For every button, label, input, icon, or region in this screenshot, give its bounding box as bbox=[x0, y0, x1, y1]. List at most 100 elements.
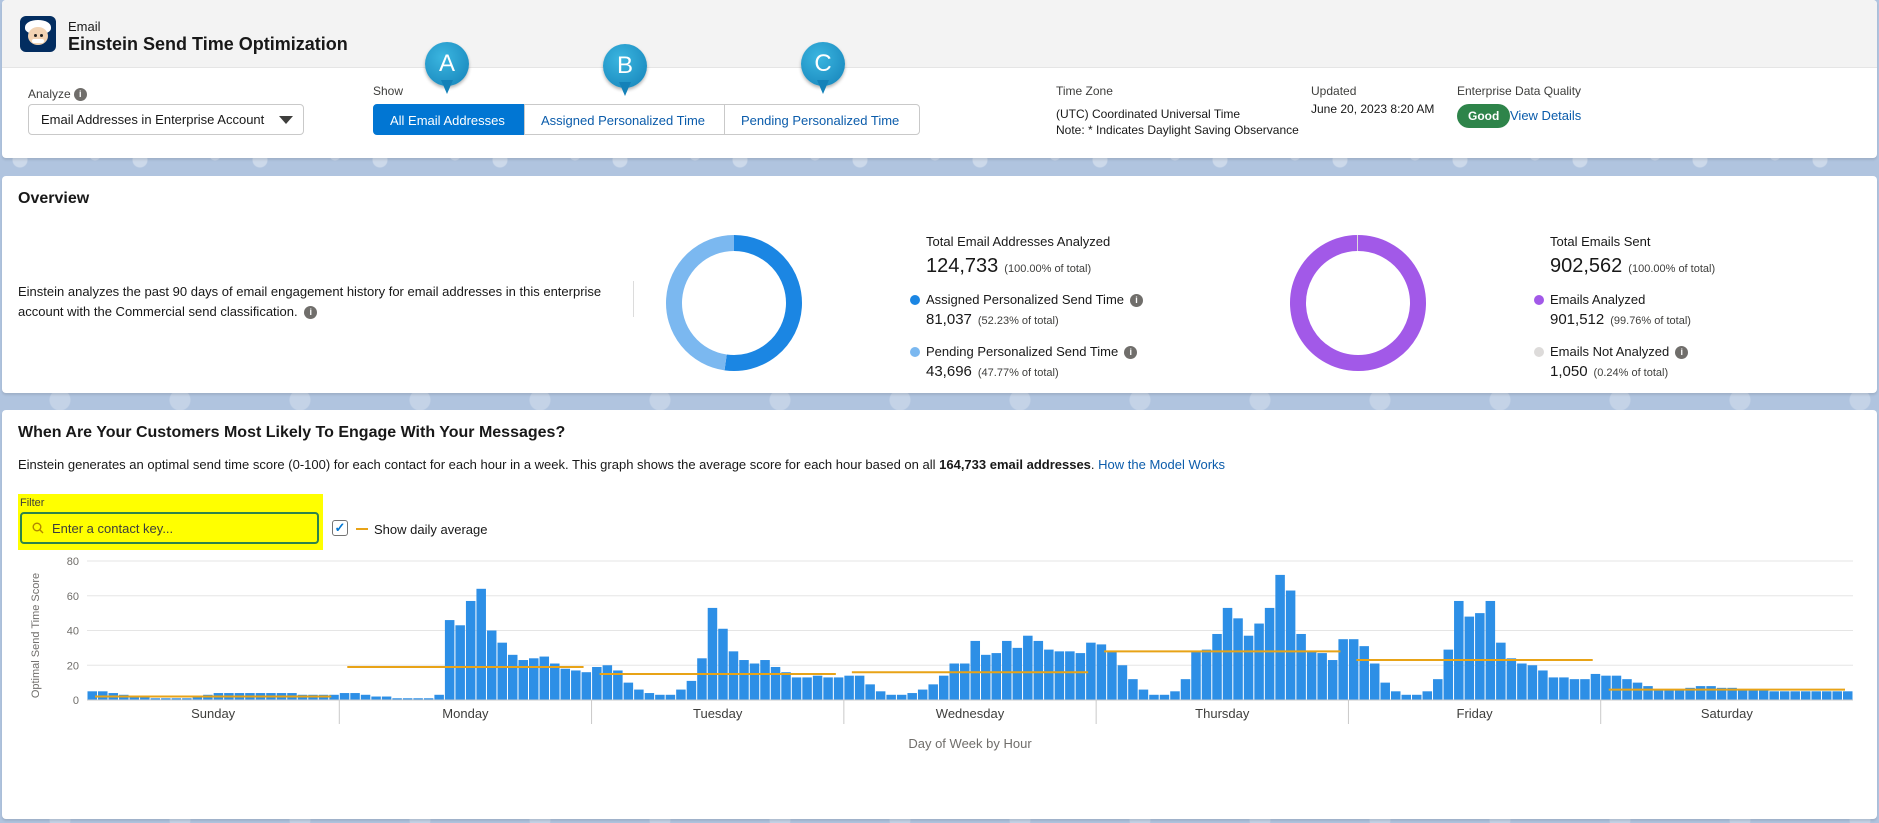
bar[interactable] bbox=[1443, 649, 1454, 700]
bar[interactable] bbox=[465, 600, 476, 700]
bar[interactable] bbox=[550, 663, 560, 700]
bar[interactable] bbox=[1737, 689, 1748, 700]
bar[interactable] bbox=[833, 677, 844, 700]
bar[interactable] bbox=[455, 625, 465, 700]
bar[interactable] bbox=[917, 689, 928, 700]
bar[interactable] bbox=[150, 698, 161, 700]
bar[interactable] bbox=[623, 682, 634, 700]
bar[interactable] bbox=[1243, 635, 1254, 700]
show-daily-average-checkbox[interactable]: ✓ bbox=[332, 520, 348, 536]
bar[interactable] bbox=[1306, 651, 1317, 700]
bar[interactable] bbox=[686, 680, 697, 700]
bar[interactable] bbox=[1496, 642, 1506, 700]
bar[interactable] bbox=[1180, 679, 1191, 700]
bar[interactable] bbox=[1212, 633, 1222, 700]
bar[interactable] bbox=[644, 693, 655, 700]
bar[interactable] bbox=[592, 666, 602, 700]
bar[interactable] bbox=[1695, 686, 1706, 700]
bar[interactable] bbox=[1296, 633, 1306, 700]
bar[interactable] bbox=[1317, 653, 1327, 700]
info-icon[interactable]: i bbox=[1130, 294, 1144, 308]
bar[interactable] bbox=[1464, 616, 1475, 700]
bar[interactable] bbox=[423, 698, 434, 700]
bar[interactable] bbox=[1054, 651, 1065, 700]
bar[interactable] bbox=[1191, 651, 1201, 700]
bar[interactable] bbox=[507, 654, 518, 700]
bar[interactable] bbox=[728, 651, 739, 700]
bar[interactable] bbox=[1285, 590, 1296, 700]
bar[interactable] bbox=[770, 666, 781, 700]
bar[interactable] bbox=[129, 696, 140, 700]
bar[interactable] bbox=[518, 660, 528, 700]
bar[interactable] bbox=[1086, 642, 1096, 700]
bar[interactable] bbox=[1033, 640, 1044, 700]
bar[interactable] bbox=[402, 698, 413, 700]
bar[interactable] bbox=[329, 694, 339, 700]
bar[interactable] bbox=[1128, 679, 1138, 700]
bar[interactable] bbox=[1201, 649, 1212, 700]
bar[interactable] bbox=[1674, 689, 1685, 700]
bar[interactable] bbox=[381, 696, 392, 700]
bar[interactable] bbox=[1580, 679, 1590, 700]
bar[interactable] bbox=[1727, 687, 1737, 700]
bar[interactable] bbox=[1475, 613, 1485, 700]
bar[interactable] bbox=[1390, 691, 1401, 700]
bar[interactable] bbox=[339, 693, 350, 700]
bar[interactable] bbox=[676, 689, 686, 700]
bar[interactable] bbox=[1569, 679, 1580, 700]
bar[interactable] bbox=[1359, 646, 1369, 700]
bar[interactable] bbox=[161, 698, 171, 700]
how-the-model-works-link[interactable]: How the Model Works bbox=[1098, 457, 1226, 472]
bar[interactable] bbox=[1002, 640, 1012, 700]
bar[interactable] bbox=[497, 642, 507, 700]
bar[interactable] bbox=[350, 693, 360, 700]
bar[interactable] bbox=[1758, 689, 1769, 700]
info-icon[interactable]: i bbox=[73, 88, 87, 102]
bar[interactable] bbox=[1538, 670, 1548, 700]
bar[interactable] bbox=[1117, 665, 1128, 700]
bar[interactable] bbox=[1716, 687, 1727, 700]
bar[interactable] bbox=[697, 658, 707, 700]
bar[interactable] bbox=[413, 698, 423, 700]
bar[interactable] bbox=[529, 658, 539, 700]
bar[interactable] bbox=[1643, 686, 1653, 700]
bar[interactable] bbox=[1012, 647, 1023, 700]
bar[interactable] bbox=[1590, 673, 1601, 700]
bar[interactable] bbox=[1517, 663, 1527, 700]
bar[interactable] bbox=[1706, 686, 1716, 700]
bar[interactable] bbox=[1338, 639, 1348, 700]
bar[interactable] bbox=[1653, 689, 1664, 700]
bar[interactable] bbox=[1664, 689, 1674, 700]
bar[interactable] bbox=[613, 670, 623, 700]
bar[interactable] bbox=[1264, 607, 1275, 700]
bar[interactable] bbox=[1348, 639, 1359, 700]
bar[interactable] bbox=[1559, 677, 1569, 700]
bar[interactable] bbox=[844, 675, 854, 700]
bar[interactable] bbox=[907, 693, 917, 700]
bar[interactable] bbox=[1380, 682, 1390, 700]
bar[interactable] bbox=[444, 620, 455, 700]
bar[interactable] bbox=[1327, 660, 1338, 700]
bar[interactable] bbox=[1159, 694, 1170, 700]
bar[interactable] bbox=[1044, 649, 1054, 700]
bar[interactable] bbox=[1779, 691, 1790, 700]
bar[interactable] bbox=[959, 663, 970, 700]
bar[interactable] bbox=[1506, 658, 1517, 700]
bar[interactable] bbox=[1222, 607, 1233, 700]
bar[interactable] bbox=[896, 694, 907, 700]
bar[interactable] bbox=[1611, 675, 1622, 700]
bar[interactable] bbox=[1685, 687, 1695, 700]
show-assigned-personalized-time-button[interactable]: Assigned Personalized Time bbox=[524, 104, 725, 135]
info-icon[interactable]: i bbox=[1124, 346, 1138, 360]
bar[interactable] bbox=[1369, 663, 1380, 700]
info-icon[interactable]: i bbox=[1675, 346, 1689, 360]
bar[interactable] bbox=[1412, 694, 1422, 700]
bar[interactable] bbox=[1485, 600, 1496, 700]
bar[interactable] bbox=[360, 694, 371, 700]
analyze-select[interactable]: Email Addresses in Enterprise Account bbox=[28, 104, 304, 135]
bar[interactable] bbox=[182, 698, 192, 700]
bar[interactable] bbox=[739, 660, 749, 700]
bar[interactable] bbox=[1632, 682, 1643, 700]
bar[interactable] bbox=[791, 677, 802, 700]
info-icon[interactable]: i bbox=[304, 306, 318, 320]
